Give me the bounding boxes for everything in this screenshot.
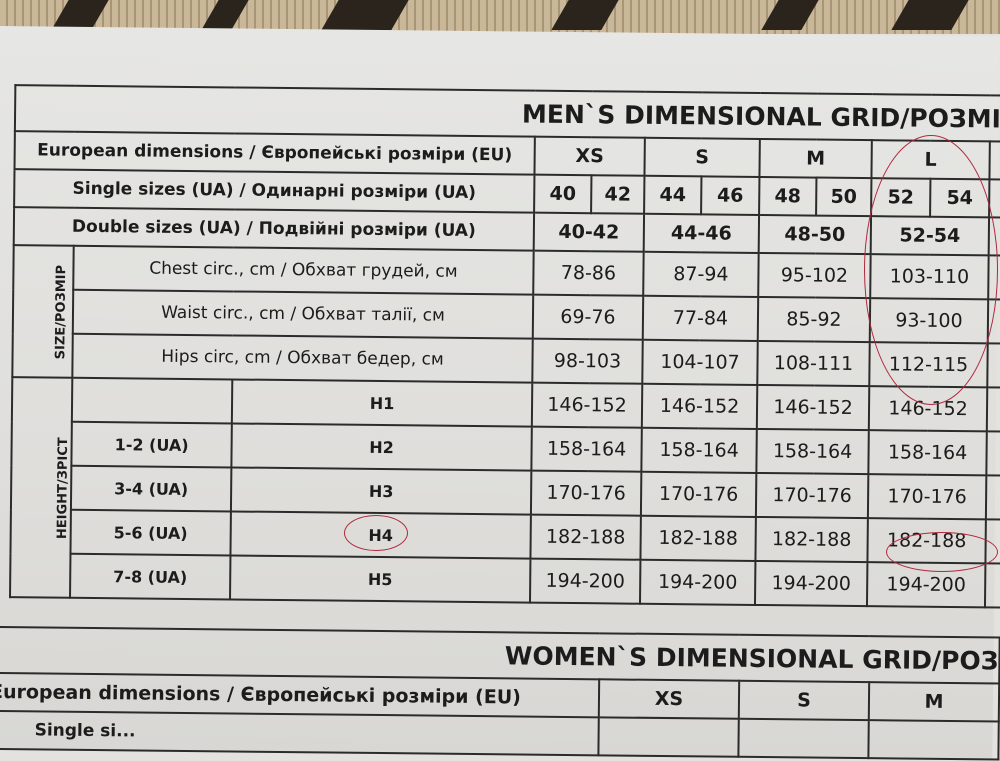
height-value: 194-200 (754, 560, 868, 607)
measurement-label: Waist circ., cm / Обхват талії, см (72, 289, 534, 339)
women-eu-label: European dimensions / Європейські розмір… (0, 672, 600, 718)
double-sizes-label: Double sizes (UA) / Подвійні розміри (UA… (13, 207, 535, 251)
height-value: 158-164 (531, 426, 642, 472)
women-eu-size: XS (598, 679, 740, 719)
double-size: 44-46 (643, 213, 760, 253)
height-value: 182-188 (755, 516, 868, 563)
measurement-value: 87-94 (643, 251, 759, 297)
ua-height-label: 1-2 (UA) (71, 421, 232, 468)
size-group-text: SIZE/РОЗМІР (53, 264, 70, 359)
ua-height-label: 3-4 (UA) (70, 465, 232, 512)
table-row: 7-8 (UA) H5 194-200 194-200 194-200 194-200 (10, 553, 1000, 608)
measurement-value: 69-76 (532, 294, 644, 340)
single-size: 42 (591, 175, 645, 214)
measurement-value: 77-84 (642, 295, 759, 341)
ua-height-label: 5-6 (UA) (70, 509, 231, 556)
measurement-value: 98-103 (532, 338, 643, 384)
eu-size: S (644, 137, 760, 177)
height-group-label: HEIGHT/ЗРІСТ (10, 377, 73, 598)
measurement-label: Hips circ, cm / Обхват бедер, см (72, 333, 533, 383)
measurement-value: 95-102 (758, 252, 871, 299)
annotation-ellipse-l-column (864, 135, 998, 405)
height-value: 146-152 (531, 382, 643, 428)
eu-size: M (759, 138, 872, 179)
double-size: 48-50 (758, 214, 872, 255)
measurement-label: Chest circ., cm / Обхват грудей, см (73, 245, 534, 295)
height-code: H5 (230, 555, 531, 603)
single-size: 40 (534, 174, 592, 214)
height-code: H1 (231, 379, 533, 427)
height-code: H2 (231, 423, 532, 471)
size-group-label: SIZE/РОЗМІР (12, 245, 74, 378)
eu-label: European dimensions / Європейські розмір… (14, 131, 535, 175)
single-size: 48 (759, 176, 817, 216)
size-chart-sheet: MEN`S DIMENSIONAL GRID/РОЗМІР European di… (0, 26, 1000, 761)
measurement-value: 78-86 (533, 250, 644, 296)
height-value: 170-176 (640, 471, 757, 517)
height-code: H3 (230, 467, 532, 515)
women-eu-size: M (868, 682, 1000, 722)
women-size-table: WOMEN`S DIMENSIONAL GRID/РОЗ European di… (0, 626, 1000, 761)
height-value: 182-188 (640, 515, 756, 561)
ua-height-label: 7-8 (UA) (70, 553, 231, 600)
height-value: 194-200 (529, 558, 641, 604)
eu-size: XS (534, 136, 645, 176)
height-value: 158-164 (756, 428, 869, 475)
men-size-table: MEN`S DIMENSIONAL GRID/РОЗМІР European di… (9, 84, 1000, 609)
measurement-value: 85-92 (757, 296, 871, 343)
height-value: 158-164 (868, 430, 987, 476)
single-size: 46 (701, 176, 760, 215)
height-value: 146-152 (756, 384, 870, 431)
ua-height-label (71, 377, 233, 424)
annotation-ellipse-h4 (344, 515, 408, 551)
women-single-label: Single si... (0, 710, 599, 756)
height-value: 170-176 (530, 470, 642, 516)
single-size: 44 (644, 175, 702, 215)
single-sizes-label: Single sizes (UA) / Одинарні розміри (UA… (14, 169, 535, 213)
height-value: 182-188 (530, 514, 641, 560)
height-value: 158-164 (641, 427, 757, 473)
height-group-text: HEIGHT/ЗРІСТ (55, 436, 72, 539)
annotation-ellipse-l-182-188 (886, 532, 998, 572)
height-value: 170-176 (755, 472, 869, 519)
double-size: 40-42 (533, 212, 645, 252)
height-value: 170-176 (867, 474, 987, 520)
measurement-value: 108-111 (757, 340, 870, 387)
women-eu-size: S (738, 680, 870, 721)
measurement-value: 104-107 (642, 339, 758, 385)
single-size: 50 (816, 177, 872, 217)
height-value: 194-200 (639, 559, 756, 605)
height-value: 146-152 (641, 383, 758, 429)
